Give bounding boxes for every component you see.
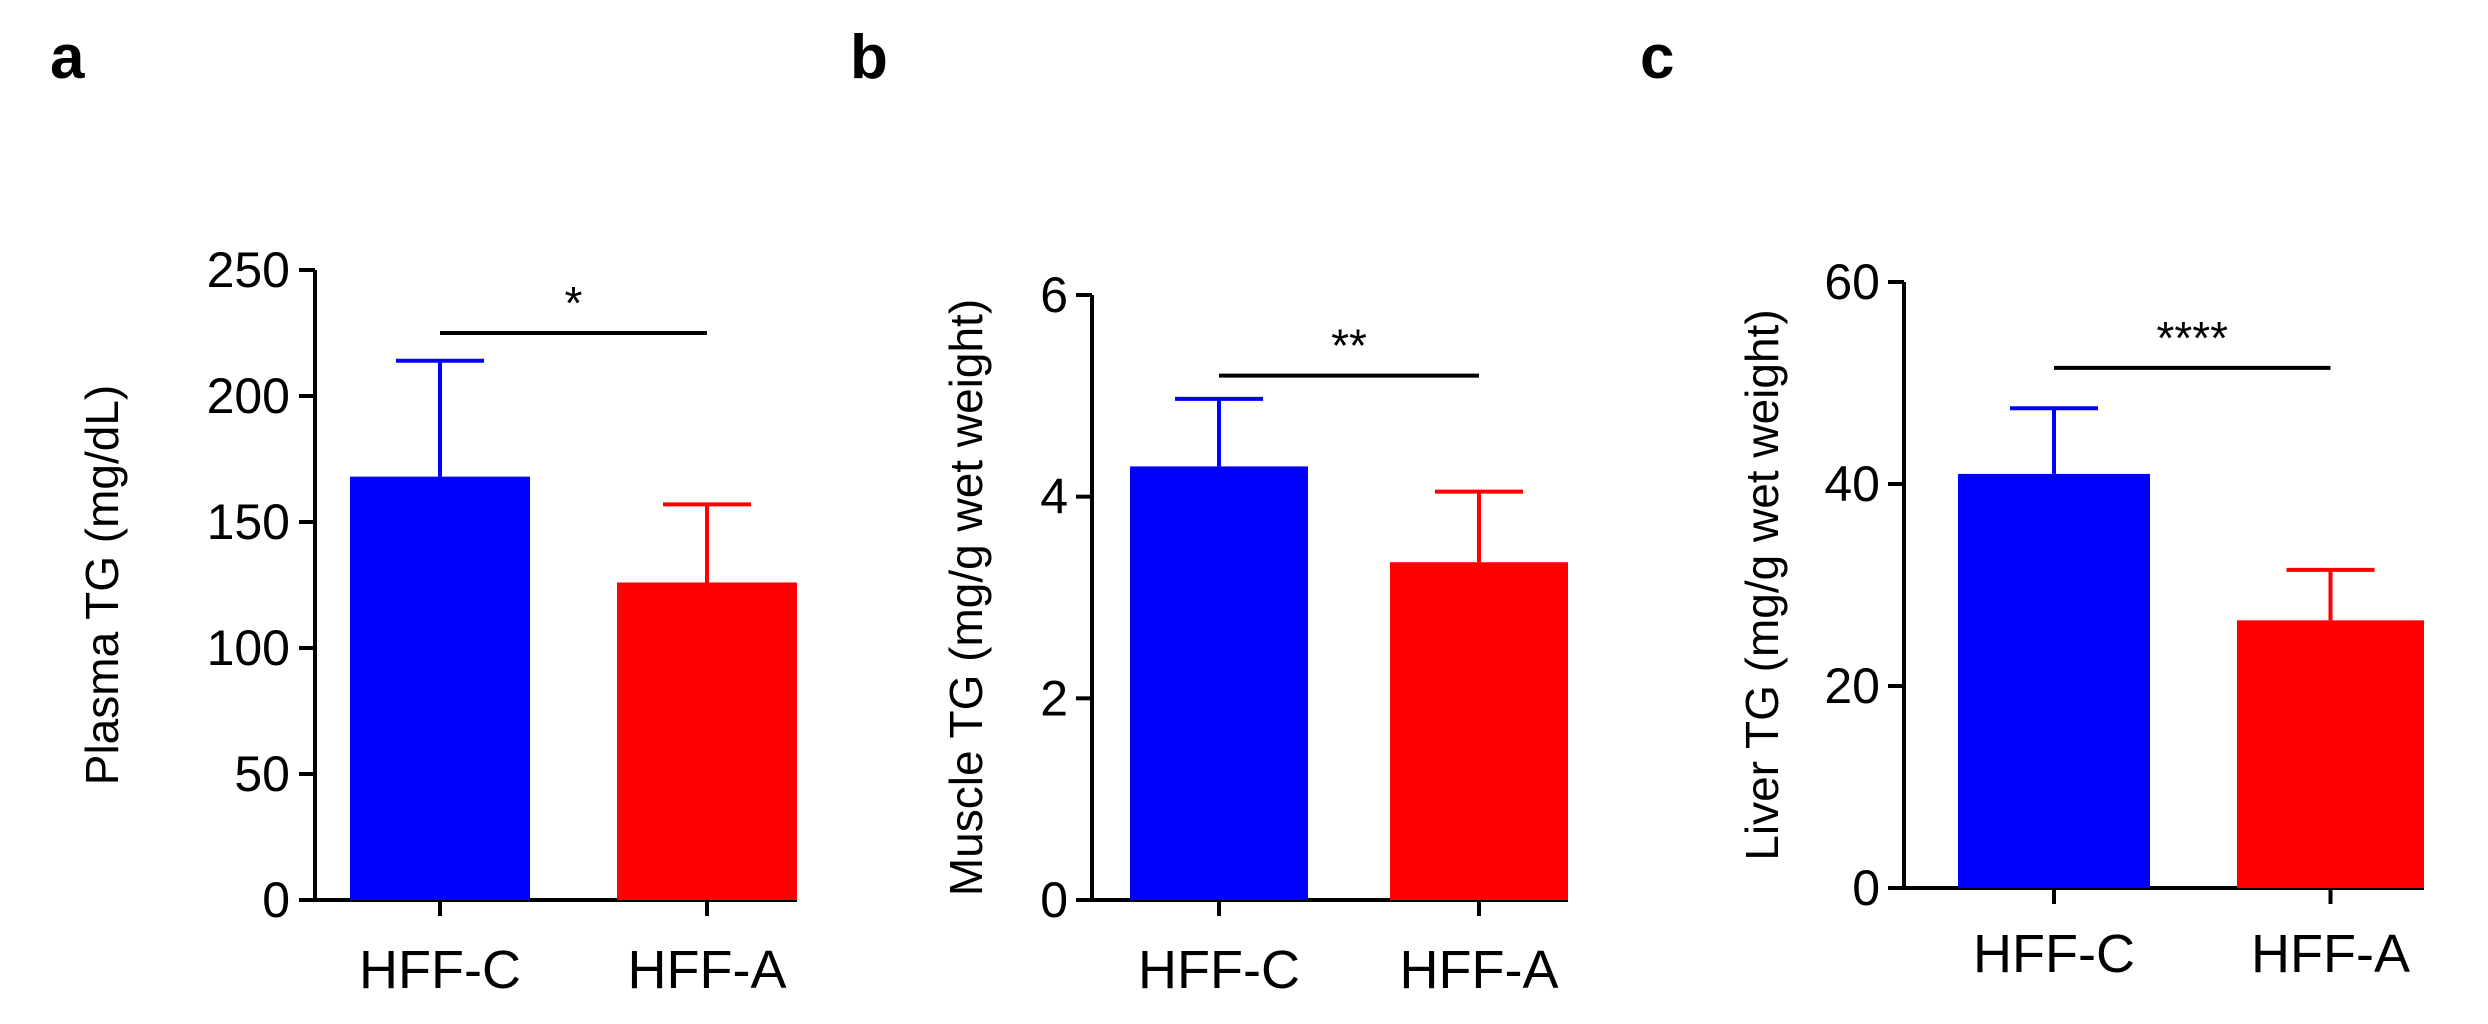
panel-letter: c — [1640, 23, 1674, 92]
panel-b: b 0 2 4 6 Muscle TG (mg/g wet weight) HFF-C HFF… — [850, 23, 1568, 1000]
bar-hff-a — [2237, 620, 2424, 888]
y-tick-label: 4 — [1040, 469, 1068, 525]
bar-hff-a — [1390, 562, 1568, 900]
panel-letter: b — [850, 23, 888, 92]
y-tick-label: 2 — [1040, 670, 1068, 726]
panel-letter: a — [50, 23, 85, 92]
significance-label: * — [565, 277, 583, 329]
bar-hff-c — [1958, 473, 2150, 888]
y-tick-label: 60 — [1824, 254, 1880, 310]
category-label: HFF-C — [359, 940, 521, 1000]
category-label: HFF-A — [628, 940, 787, 1000]
significance-label: **** — [2156, 312, 2228, 364]
y-tick-label: 0 — [1852, 860, 1880, 916]
y-tick-label: 6 — [1040, 267, 1068, 323]
y-tick-label: 150 — [207, 494, 290, 550]
bar-hff-c — [1130, 466, 1308, 900]
y-tick-label: 100 — [207, 620, 290, 676]
y-axis-title: Liver TG (mg/g wet weight) — [1736, 309, 1788, 860]
y-tick-label: 40 — [1824, 456, 1880, 512]
category-label: HFF-C — [1138, 940, 1300, 1000]
bar-hff-c — [350, 476, 530, 900]
y-tick-label: 0 — [262, 872, 290, 928]
panel-c: c 0 20 40 60 Liver TG (mg/g wet weight) HFF-C H… — [1640, 23, 2424, 984]
significance-label: ** — [1331, 320, 1367, 372]
y-axis-title: Plasma TG (mg/dL) — [76, 385, 128, 785]
panel-a: a 0 50 100 150 200 250 Plasma TG (mg/dL) HFF-C HF… — [50, 23, 797, 1000]
y-tick-label: 200 — [207, 368, 290, 424]
category-label: HFF-A — [1400, 940, 1559, 1000]
category-label: HFF-C — [1973, 924, 2135, 984]
category-label: HFF-A — [2251, 924, 2410, 984]
y-tick-label: 0 — [1040, 872, 1068, 928]
bar-hff-a — [617, 582, 797, 900]
y-axis-title: Muscle TG (mg/g wet weight) — [940, 299, 992, 896]
y-tick-label: 20 — [1824, 658, 1880, 714]
y-tick-label: 250 — [207, 242, 290, 298]
y-tick-label: 50 — [234, 746, 290, 802]
